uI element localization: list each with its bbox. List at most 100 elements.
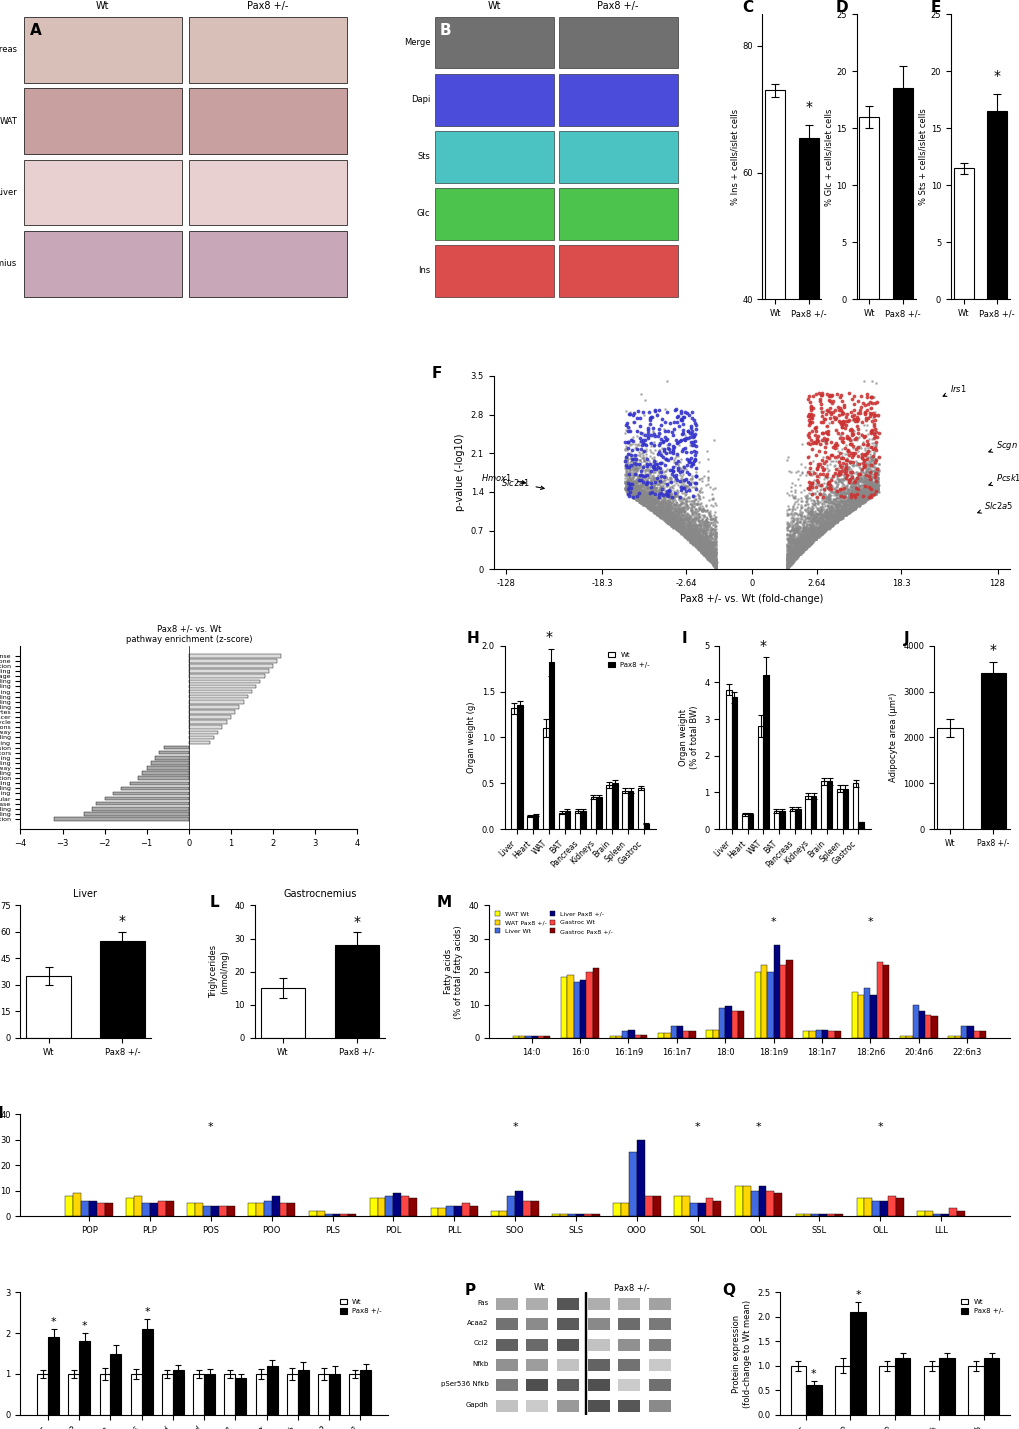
Point <box>695 537 711 560</box>
Point <box>627 443 643 466</box>
Point <box>819 504 836 527</box>
Point <box>678 524 694 547</box>
Point <box>675 514 691 537</box>
Point <box>618 474 634 497</box>
Point <box>700 516 716 539</box>
Point <box>791 519 807 542</box>
Bar <box>360 1370 371 1415</box>
Point <box>636 464 652 487</box>
Point <box>682 516 698 539</box>
Point <box>666 510 683 533</box>
Point <box>828 494 845 517</box>
Point <box>832 507 848 530</box>
Point <box>803 527 819 550</box>
Point <box>805 529 821 552</box>
Point <box>669 456 686 479</box>
Point <box>798 526 814 549</box>
Bar <box>491 1210 498 1216</box>
Point <box>857 469 873 492</box>
Point <box>665 514 682 537</box>
Point <box>664 456 681 479</box>
Point <box>844 480 860 503</box>
Point <box>644 494 660 517</box>
Point <box>781 539 797 562</box>
Point <box>688 534 704 557</box>
Point <box>664 510 681 533</box>
Point <box>856 463 872 486</box>
Point <box>688 519 704 542</box>
Point <box>779 530 795 553</box>
Point <box>677 523 693 546</box>
Point <box>816 519 833 542</box>
Point <box>704 553 720 576</box>
Point <box>849 436 865 459</box>
Point <box>636 466 652 489</box>
Point <box>800 506 816 529</box>
Point <box>803 503 819 526</box>
Point <box>797 526 813 549</box>
Point <box>792 500 808 523</box>
Point <box>702 542 718 564</box>
Point <box>657 510 674 533</box>
Point <box>661 476 678 499</box>
Point <box>793 526 809 549</box>
Point <box>641 477 657 500</box>
Point <box>645 423 661 446</box>
Point <box>850 464 866 487</box>
Point <box>815 513 832 536</box>
Point <box>824 400 841 423</box>
Point <box>678 509 694 532</box>
Point <box>849 492 865 514</box>
Point <box>653 506 669 529</box>
Point <box>634 484 650 507</box>
Point <box>680 450 696 473</box>
Bar <box>271 1196 279 1216</box>
Point <box>675 520 691 543</box>
Point <box>635 447 651 470</box>
Point <box>618 460 634 483</box>
Point <box>793 520 809 543</box>
Point <box>655 507 672 530</box>
Point <box>706 549 722 572</box>
Point <box>856 490 872 513</box>
Point <box>816 503 833 526</box>
Point <box>671 514 687 537</box>
Point <box>810 522 826 544</box>
Point <box>703 547 719 570</box>
Point <box>696 542 712 564</box>
Point <box>644 486 660 509</box>
Point <box>835 494 851 517</box>
Point <box>793 520 809 543</box>
Point <box>832 460 848 483</box>
Point <box>700 542 716 564</box>
Point <box>700 543 716 566</box>
Legend: Wt, Pax8 +/-: Wt, Pax8 +/- <box>336 1296 384 1318</box>
Point <box>805 506 821 529</box>
Point <box>642 479 658 502</box>
Point <box>616 437 633 460</box>
Point <box>787 536 803 559</box>
Point <box>816 516 833 539</box>
Point <box>844 489 860 512</box>
Point <box>664 513 681 536</box>
Point <box>856 439 872 462</box>
Point <box>786 544 802 567</box>
Point <box>634 429 650 452</box>
Point <box>702 517 718 540</box>
Point <box>634 482 650 504</box>
Point <box>700 530 716 553</box>
Bar <box>983 1359 999 1415</box>
Point <box>794 539 810 562</box>
Bar <box>279 1203 287 1216</box>
Point <box>859 486 875 509</box>
Point <box>802 532 818 554</box>
Point <box>785 523 801 546</box>
Point <box>857 477 873 500</box>
Point <box>647 449 663 472</box>
Point <box>858 477 874 500</box>
Point <box>786 530 802 553</box>
Point <box>657 447 674 470</box>
Point <box>846 494 862 517</box>
Point <box>618 473 634 496</box>
Point <box>784 523 800 546</box>
